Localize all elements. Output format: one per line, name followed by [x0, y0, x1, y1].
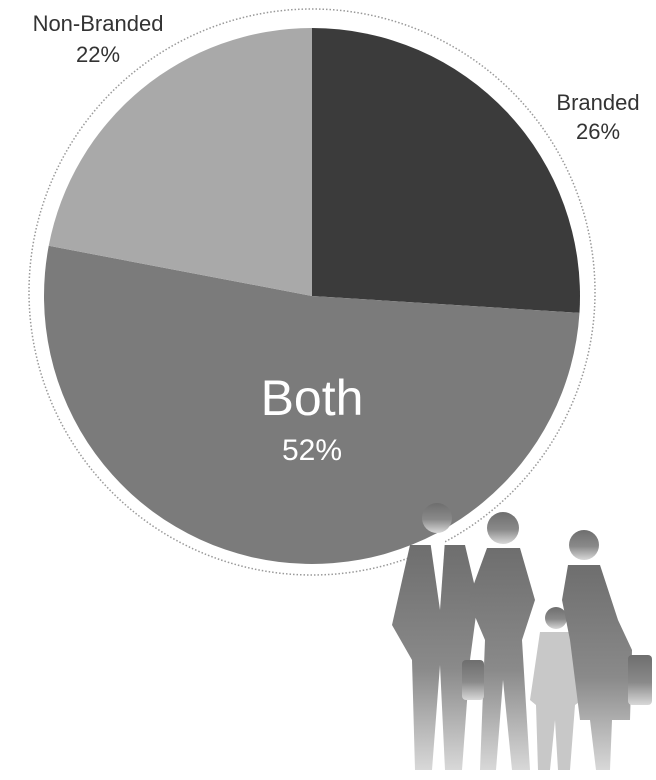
pie-slice [44, 245, 580, 564]
slice-value-label: 22% [76, 42, 120, 67]
slice-value-label: 52% [282, 434, 342, 467]
slice-label: Both [261, 370, 364, 426]
slice-value-label: 26% [576, 119, 620, 144]
outer-ring [28, 8, 596, 576]
pie-slice [48, 28, 313, 296]
slice-label: Branded [556, 90, 639, 115]
people-silhouette [392, 503, 652, 770]
pie-slice [312, 28, 580, 313]
slice-label: Non-Branded [33, 11, 164, 36]
